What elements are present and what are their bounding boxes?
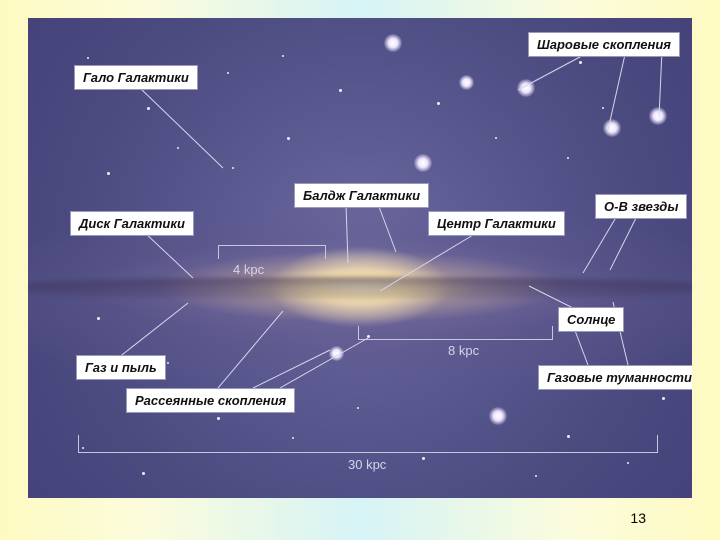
- scale-bracket-30kpc: [78, 435, 658, 453]
- slide: 4 kpc 8 kpc 30 kpc Гало Галактики Шаровы…: [0, 0, 720, 540]
- page-number: 13: [630, 510, 646, 526]
- label-sun: Солнце: [558, 307, 624, 332]
- label-ob-stars: О-В звезды: [595, 194, 687, 219]
- label-halo: Гало Галактики: [74, 65, 198, 90]
- label-globular-clusters: Шаровые скопления: [528, 32, 680, 57]
- galaxy-diagram: 4 kpc 8 kpc 30 kpc Гало Галактики Шаровы…: [28, 18, 692, 498]
- label-center: Центр Галактики: [428, 211, 565, 236]
- galaxy-disk-band: [28, 277, 692, 299]
- scale-bracket-4kpc: [218, 245, 326, 259]
- label-disk: Диск Галактики: [70, 211, 194, 236]
- label-nebulae: Газовые туманности: [538, 365, 692, 390]
- label-open-clusters: Рассеянные скопления: [126, 388, 295, 413]
- label-gas-dust: Газ и пыль: [76, 355, 166, 380]
- galaxy-background: [28, 18, 692, 498]
- scale-label-4kpc: 4 kpc: [233, 262, 264, 277]
- scale-label-8kpc: 8 kpc: [448, 343, 479, 358]
- scale-label-30kpc: 30 kpc: [348, 457, 386, 472]
- label-bulge: Балдж Галактики: [294, 183, 429, 208]
- scale-bracket-8kpc: [358, 326, 553, 340]
